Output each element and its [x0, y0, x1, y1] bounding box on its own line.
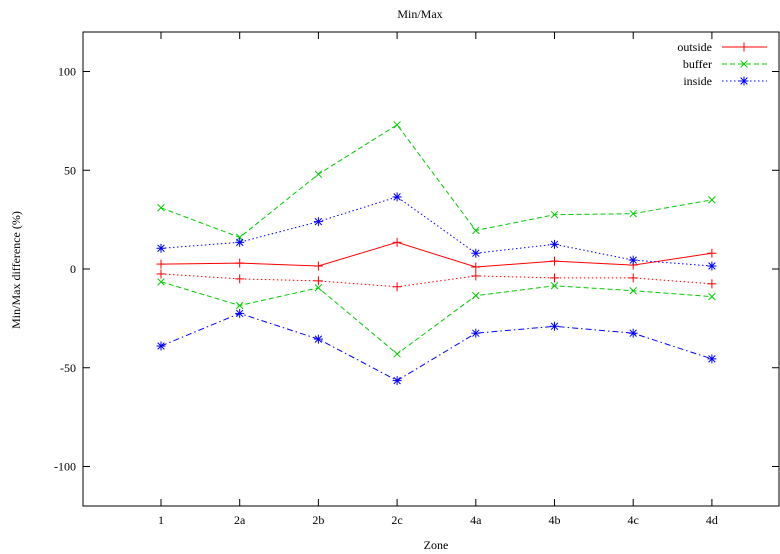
data-point: [393, 121, 401, 129]
data-point: [235, 258, 245, 268]
y-tick-label: -50: [60, 361, 76, 375]
data-point: [313, 276, 323, 286]
series-outside-max: [156, 237, 717, 272]
data-point: [235, 301, 244, 310]
data-point: [707, 248, 717, 258]
series-inside-max: [156, 192, 717, 271]
legend-label: outside: [677, 40, 712, 54]
data-point: [471, 271, 481, 281]
chart-title: Min/Max: [397, 7, 442, 21]
x-tick-label: 4a: [470, 513, 482, 527]
data-point: [707, 279, 717, 289]
data-point: [708, 196, 716, 204]
x-tick-label: 2a: [234, 513, 246, 527]
data-point: [471, 248, 481, 258]
data-point: [471, 328, 481, 338]
data-point: [628, 328, 638, 338]
data-point: [313, 334, 323, 344]
series-line: [160, 273, 712, 288]
data-point: [739, 76, 749, 86]
axes: -100 -50 0 50 100 1 2a 2b 2c 4a 4b 4c 4d: [54, 32, 779, 527]
data-point: [740, 60, 748, 68]
x-tick-label: 4d: [706, 513, 718, 527]
x-tick-label: 4b: [549, 513, 561, 527]
data-point: [550, 273, 559, 283]
series-min-min: [156, 308, 717, 386]
data-point: [157, 278, 165, 286]
y-axis-label: Min/Max difference (%): [9, 211, 23, 329]
series-min-min: [156, 269, 717, 292]
data-point: [550, 256, 559, 266]
series-min-min: [157, 278, 716, 358]
plot-frame: [82, 31, 780, 507]
x-tick-label: 2c: [391, 513, 402, 527]
x-tick-label: 4c: [628, 513, 639, 527]
data-point: [550, 321, 559, 331]
data-point: [550, 282, 559, 290]
x-tick-label: 1: [158, 513, 164, 527]
data-point: [550, 210, 559, 219]
data-point: [313, 217, 323, 227]
data-point: [739, 42, 749, 52]
series-group: [156, 121, 717, 386]
legend-label: inside: [683, 74, 712, 88]
data-point: [157, 204, 165, 212]
legend-label: buffer: [683, 57, 712, 71]
y-tick-label: 50: [64, 163, 76, 177]
legend: outside buffer inside: [677, 40, 767, 88]
data-point: [314, 170, 323, 178]
data-point: [629, 209, 637, 218]
data-point: [235, 237, 245, 247]
data-point: [707, 354, 717, 364]
data-point: [392, 282, 402, 292]
data-point: [314, 284, 323, 292]
data-point: [707, 261, 717, 271]
y-tick-label: 0: [70, 262, 76, 276]
data-point: [392, 237, 402, 247]
data-point: [235, 274, 245, 284]
series-line: [160, 196, 712, 267]
series-buffer-max: [157, 121, 716, 242]
data-point: [156, 341, 166, 351]
y-tick-label: -100: [54, 460, 76, 474]
data-point: [628, 273, 638, 283]
y-tick-label: 100: [58, 65, 76, 79]
data-point: [472, 226, 480, 235]
data-point: [629, 286, 637, 295]
x-axis-label: Zone: [424, 538, 449, 552]
series-line: [160, 124, 712, 238]
data-point: [156, 259, 166, 269]
data-point: [708, 292, 716, 301]
data-point: [628, 255, 638, 265]
data-point: [313, 261, 323, 271]
series-line: [160, 281, 712, 355]
series-line: [160, 241, 712, 268]
data-point: [393, 350, 401, 358]
data-point: [156, 269, 166, 279]
data-point: [156, 243, 166, 253]
data-point: [392, 192, 402, 202]
data-point: [392, 376, 402, 386]
data-point: [550, 239, 559, 249]
data-point: [235, 308, 245, 318]
data-point: [471, 262, 481, 272]
data-point: [472, 291, 480, 300]
series-line: [160, 312, 713, 382]
x-tick-label: 2b: [312, 513, 324, 527]
